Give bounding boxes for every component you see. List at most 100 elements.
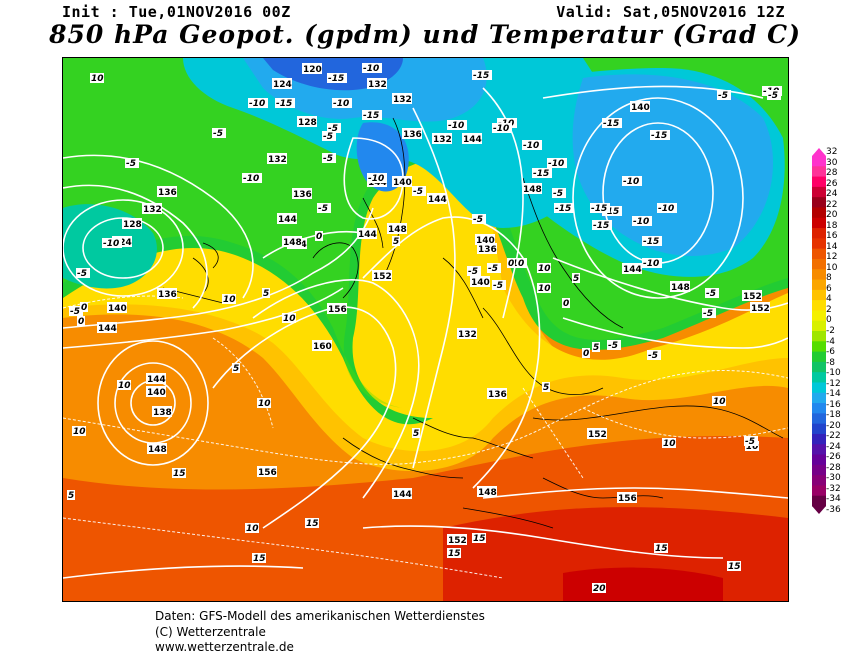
temperature-label-bg [72, 426, 86, 436]
temperature-label-bg [232, 363, 240, 373]
temperature-label-bg [472, 533, 486, 543]
temperature-label-bg [702, 308, 716, 318]
temperature-label-bg [447, 548, 461, 558]
scale-label: 14 [826, 241, 838, 252]
temperature-label: 0 [316, 232, 322, 242]
temperature-label: 10 [91, 74, 104, 84]
geopotential-label: 144 [393, 490, 412, 500]
temperature-label: 5 [233, 364, 239, 374]
temperature-label-bg [80, 302, 88, 312]
geopotential-label: 128 [298, 118, 317, 128]
color-scale-bar [812, 148, 826, 514]
scale-swatch [812, 238, 826, 250]
scale-swatch [812, 423, 826, 435]
scale-label: 16 [826, 231, 838, 242]
geopotential-label: 144 [463, 135, 482, 145]
geopotential-label-bg [297, 116, 317, 127]
temperature-label-bg [592, 220, 612, 230]
temperature-label-bg [362, 63, 382, 73]
temperature-label-bg [257, 398, 271, 408]
temperature-label: 10 [258, 399, 271, 409]
scale-label: 24 [826, 189, 838, 200]
temperature-label-bg [507, 258, 515, 268]
geopotential-label: 132 [458, 330, 477, 340]
scale-swatch [812, 392, 826, 404]
temperature-label-bg [69, 306, 83, 316]
data-source-note: Daten: GFS-Modell des amerikanischen Wet… [155, 609, 485, 623]
temperature-label: 5 [413, 429, 419, 439]
scale-swatch [812, 433, 826, 445]
temperature-label-bg [472, 214, 486, 224]
temperature-label-bg [767, 90, 781, 100]
website-link[interactable]: www.wetterzentrale.de [155, 640, 294, 654]
geopotential-label: 140 [108, 304, 127, 314]
temperature-label-bg [542, 382, 550, 392]
temperature-label-bg [552, 188, 566, 198]
temperature-label: -10 [448, 121, 464, 131]
scale-swatch [812, 217, 826, 229]
geopotential-label-bg [146, 373, 166, 384]
temperature-label-bg [712, 396, 726, 406]
geopotential-label-bg [272, 78, 292, 89]
scale-swatch [812, 331, 826, 342]
geopotential-label: 148 [283, 238, 302, 248]
temperature-label: -5 [323, 132, 333, 142]
geopotential-label: 152 [448, 536, 467, 546]
scale-swatch [812, 361, 826, 373]
geopotential-label-bg [427, 193, 447, 204]
geopotential-label: 128 [123, 220, 142, 230]
temperature-label: 5 [593, 343, 599, 353]
geopotential-label-bg [292, 188, 312, 199]
scale-swatch [812, 444, 826, 456]
scale-label: 6 [826, 283, 832, 294]
geopotential-label: 124 [273, 80, 292, 90]
scale-swatch [812, 454, 826, 466]
temperature-labels: 10-15-10-15-10-5-10-5-5-10-15-10-10-15-1… [67, 63, 782, 594]
temperature-label-bg [602, 206, 622, 216]
geopotential-label-bg [477, 486, 497, 497]
scale-label: -2 [826, 326, 835, 336]
geopotential-label-bg [147, 443, 167, 454]
geopotential-label-bg [146, 386, 166, 397]
geopotential-label: 136 [403, 130, 422, 140]
temperature-label-bg [642, 236, 662, 246]
scale-label: -12 [826, 378, 841, 389]
temperature-label: 10 [746, 442, 759, 452]
temperature-label-bg [322, 153, 336, 163]
temperature-label: -15 [603, 207, 619, 217]
geopotential-label-bg [630, 101, 650, 112]
scale-swatch [812, 176, 826, 188]
temperature-label: -10 [623, 177, 639, 187]
geopotential-label: 144 [98, 324, 117, 334]
temperature-label: -10 [243, 174, 259, 184]
temperature-label-bg [412, 186, 426, 196]
temperature-label-bg [322, 131, 336, 141]
geopotential-label-bg [282, 236, 302, 247]
temperature-label-bg [282, 313, 296, 323]
temperature-label-bg [592, 583, 606, 593]
temperature-label: -5 [608, 341, 618, 351]
temperature-label-bg [547, 158, 567, 168]
geopotential-label: 148 [671, 283, 690, 293]
temperature-label: 15 [173, 469, 186, 479]
temperature-label: -5 [318, 204, 328, 214]
valid-time-label: Valid: Sat,05NOV2016 12Z [556, 3, 785, 21]
temperature-label: -5 [468, 267, 478, 277]
temperature-label-bg [275, 98, 295, 108]
geopotential-label: 148 [523, 185, 542, 195]
temperature-label: 0 [508, 259, 514, 269]
temperature-label-bg [632, 216, 652, 226]
scale-swatch [812, 372, 826, 383]
geopotential-label: 132 [268, 155, 287, 165]
geopotential-label: 148 [388, 225, 407, 235]
init-time-label: Init : Tue,01NOV2016 00Z [62, 3, 291, 21]
scale-swatch [812, 495, 826, 507]
temperature-label: -5 [328, 124, 338, 134]
temperature-label: 10 [283, 314, 296, 324]
temperature-label: -5 [648, 351, 658, 361]
temperature-label: -15 [643, 237, 659, 247]
scale-swatch [812, 464, 826, 476]
geopotential-label: 160 [313, 342, 332, 352]
temperature-label-bg [90, 73, 104, 83]
temperature-label-bg [67, 490, 75, 500]
